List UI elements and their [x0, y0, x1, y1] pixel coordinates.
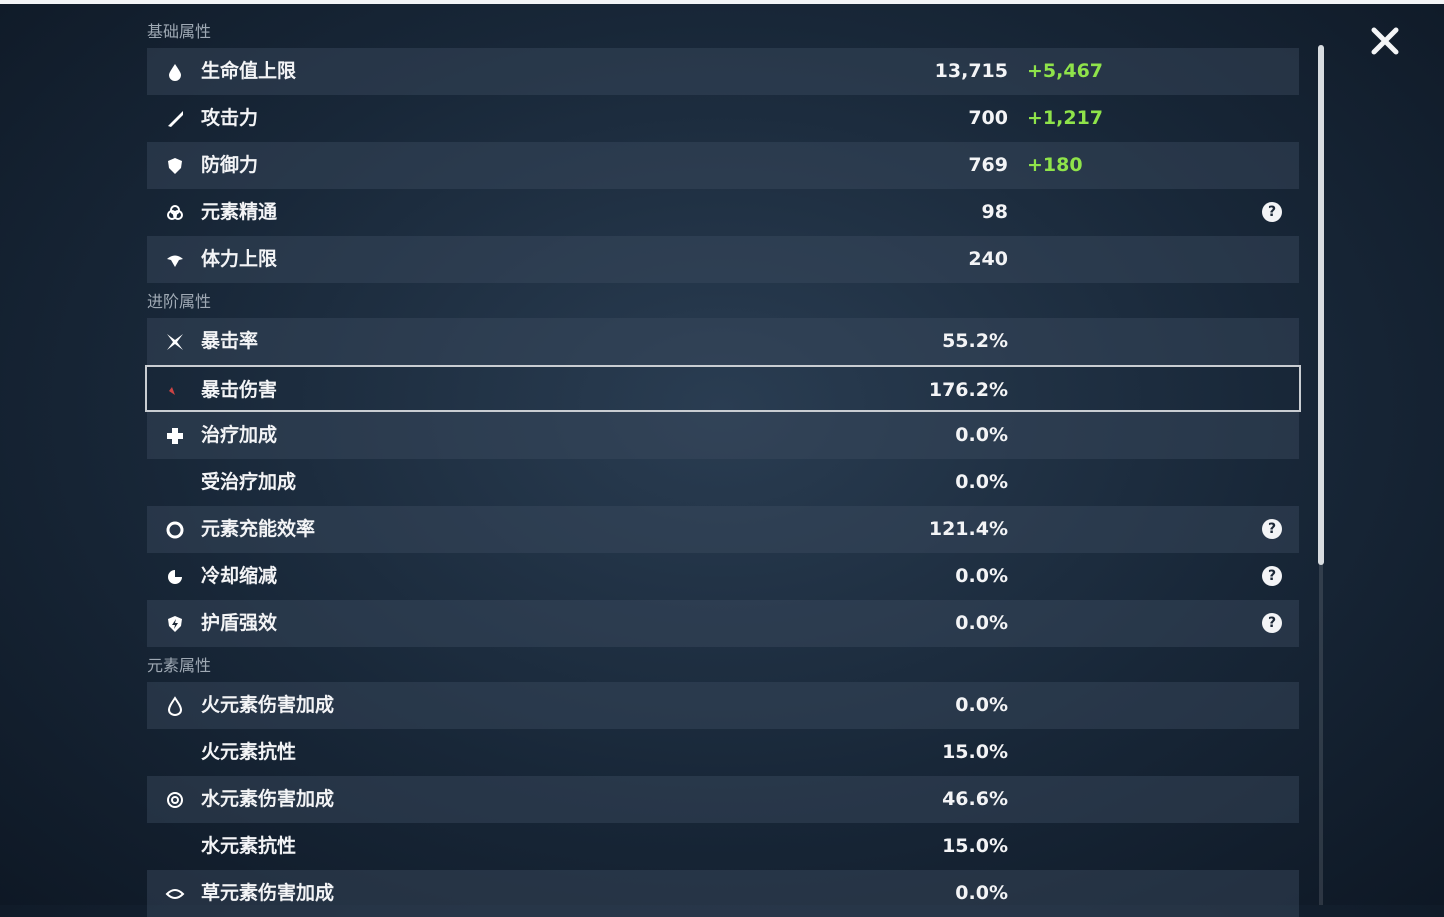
attribute-label: 治疗加成 — [201, 424, 278, 446]
help-button[interactable]: ? — [1262, 613, 1282, 633]
attribute-value: 0.0% — [955, 694, 1008, 716]
scroll-thumb[interactable] — [1318, 45, 1324, 565]
attribute-row[interactable]: 火元素伤害加成 0.0% — [147, 682, 1299, 729]
attribute-icon — [167, 334, 183, 350]
attribute-row[interactable]: 防御力 769 +180 — [147, 142, 1299, 189]
attribute-row[interactable]: 火元素抗性 15.0% — [147, 729, 1299, 776]
attribute-value: 121.4% — [928, 518, 1008, 540]
attribute-value: 0.0% — [955, 612, 1008, 634]
attribute-label: 受治疗加成 — [201, 471, 297, 493]
attribute-row[interactable]: 暴击伤害 176.2% — [145, 365, 1301, 412]
attribute-label: 水元素抗性 — [201, 835, 297, 857]
attribute-row[interactable]: 冷却缩减 0.0%? — [147, 553, 1299, 600]
attribute-value: 240 — [968, 248, 1008, 270]
attribute-icon — [167, 255, 183, 267]
attribute-icon — [165, 889, 185, 899]
attribute-value: 15.0% — [942, 835, 1008, 857]
attribute-label: 草元素伤害加成 — [201, 882, 335, 904]
attribute-row[interactable]: 暴击率 55.2% — [147, 318, 1299, 365]
attribute-value: 700 — [968, 107, 1008, 129]
attribute-icon — [168, 570, 182, 584]
attribute-icon — [168, 111, 183, 127]
attribute-row[interactable]: 治疗加成 0.0% — [147, 412, 1299, 459]
attribute-label: 冷却缩减 — [201, 565, 278, 587]
attribute-icon — [169, 64, 181, 81]
attribute-row[interactable]: 水元素抗性 15.0% — [147, 823, 1299, 870]
attribute-label: 体力上限 — [201, 248, 278, 270]
attribute-row[interactable]: 元素精通 98? — [147, 189, 1299, 236]
attribute-icon — [167, 205, 183, 220]
attribute-label: 元素充能效率 — [201, 518, 316, 540]
attribute-icon — [167, 696, 183, 716]
attribute-bonus: +180 — [1027, 154, 1083, 176]
attribute-label: 攻击力 — [201, 107, 259, 129]
attribute-label: 暴击伤害 — [201, 379, 278, 401]
attribute-label: 生命值上限 — [201, 60, 297, 82]
attribute-label: 防御力 — [201, 154, 259, 176]
attribute-value: 0.0% — [955, 882, 1008, 904]
help-button[interactable]: ? — [1262, 202, 1282, 222]
attribute-row[interactable]: 攻击力 700 +1,217 — [147, 95, 1299, 142]
attribute-icon — [168, 616, 182, 632]
attribute-row[interactable]: 体力上限 240 — [147, 236, 1299, 283]
attribute-value: 46.6% — [942, 788, 1008, 810]
attribute-value: 176.2% — [928, 379, 1008, 401]
attribute-value: 13,715 — [934, 60, 1008, 82]
close-button[interactable] — [1370, 26, 1400, 56]
attribute-label: 元素精通 — [201, 201, 278, 223]
attribute-value: 0.0% — [955, 565, 1008, 587]
attribute-label: 火元素抗性 — [201, 741, 297, 763]
attribute-label: 暴击率 — [201, 330, 259, 352]
attribute-label: 火元素伤害加成 — [201, 694, 335, 716]
attribute-row[interactable]: 草元素伤害加成 0.0% — [147, 870, 1299, 917]
attribute-label: 水元素伤害加成 — [201, 788, 335, 810]
section-title: 元素属性 — [147, 656, 212, 675]
attribute-row[interactable]: 水元素伤害加成 46.6% — [147, 776, 1299, 823]
help-button[interactable]: ? — [1262, 566, 1282, 586]
attribute-value: 15.0% — [942, 741, 1008, 763]
section-title: 进阶属性 — [147, 292, 212, 311]
attribute-icon — [167, 428, 183, 444]
attribute-label: 护盾强效 — [201, 612, 278, 634]
attribute-row[interactable]: 受治疗加成 0.0% — [147, 459, 1299, 506]
help-button[interactable]: ? — [1262, 519, 1282, 539]
attribute-value: 0.0% — [955, 424, 1008, 446]
attribute-value: 55.2% — [942, 330, 1008, 352]
attribute-icon — [167, 792, 183, 808]
attribute-icon — [168, 158, 182, 174]
attribute-bonus: +1,217 — [1027, 107, 1104, 129]
attribute-row[interactable]: 生命值上限 13,715 +5,467 — [147, 48, 1299, 95]
attribute-row[interactable]: 元素充能效率 121.4%? — [147, 506, 1299, 553]
attribute-list: 基础属性生命值上限 13,715 +5,467 攻击力 700 +1,217 防御力 769 +… — [145, 13, 1301, 917]
attribute-icon — [169, 387, 175, 395]
attribute-value: 0.0% — [955, 471, 1008, 493]
attribute-row[interactable]: 护盾强效 0.0%? — [147, 600, 1299, 647]
section-title: 基础属性 — [147, 22, 212, 41]
attribute-icon — [166, 521, 184, 539]
attribute-value: 98 — [981, 201, 1008, 223]
attribute-value: 769 — [968, 154, 1008, 176]
attribute-bonus: +5,467 — [1027, 60, 1104, 82]
